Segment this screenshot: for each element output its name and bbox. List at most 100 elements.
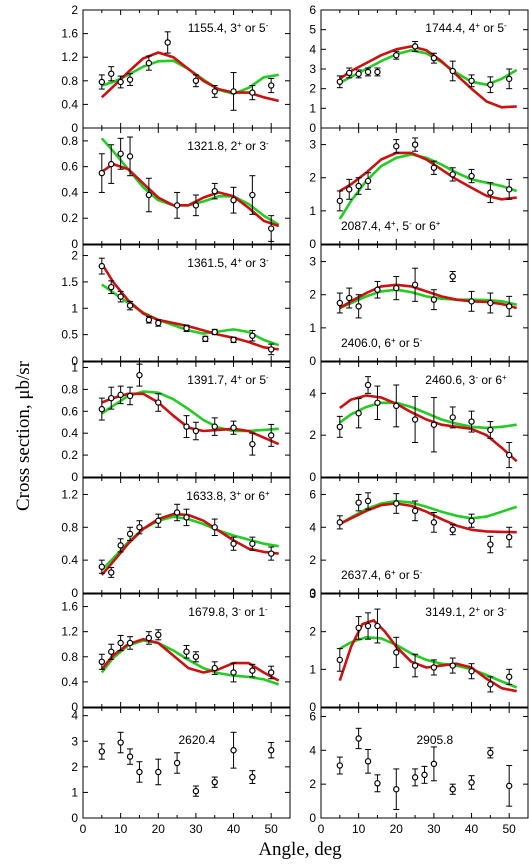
red-fit-curve	[101, 162, 280, 228]
y-tick-label: 0.8	[61, 520, 78, 534]
data-point	[230, 420, 237, 435]
data-point	[346, 287, 353, 309]
data-marker	[411, 43, 419, 50]
data-point	[336, 415, 344, 438]
y-tick-label: 1.2	[61, 625, 78, 639]
data-marker	[117, 739, 124, 746]
data-marker	[98, 748, 106, 755]
data-point	[505, 295, 513, 317]
data-point	[411, 40, 419, 52]
x-tick-label: 10	[114, 822, 128, 836]
panel-label: 2406.0, 6+ or 5-	[341, 336, 423, 351]
y-tick-label: 1	[71, 785, 78, 799]
data-marker	[126, 639, 134, 647]
panel-frame	[82, 593, 291, 708]
red-fit-curve	[339, 283, 518, 310]
panel-frame	[82, 244, 291, 362]
y-tick-label: 1.5	[61, 275, 78, 289]
x-tick-label: 0	[318, 822, 325, 836]
data-point	[155, 629, 162, 641]
y-tick-label: 0.2	[61, 448, 78, 462]
data-point	[192, 74, 200, 88]
y-tick-label: 0.4	[61, 185, 78, 199]
data-point	[145, 177, 153, 213]
data-point	[211, 182, 218, 200]
data-point	[346, 178, 353, 200]
panel-label: 1679.8, 3- or 1-	[188, 605, 268, 620]
y-tick-label: 0	[71, 700, 78, 714]
data-marker	[126, 392, 134, 400]
data-marker	[411, 416, 419, 423]
y-tick-label: 4	[309, 520, 316, 534]
y-tick-label: 1	[309, 662, 316, 676]
data-marker	[346, 186, 353, 193]
data-marker	[230, 424, 237, 431]
data-marker	[364, 622, 372, 630]
panel-frame	[82, 361, 291, 478]
data-point	[267, 742, 275, 759]
data-marker	[355, 303, 362, 310]
data-marker	[355, 499, 362, 506]
data-point	[355, 398, 362, 429]
data-marker	[192, 653, 200, 660]
data-point	[249, 329, 256, 342]
y-tick-label: 6	[309, 3, 316, 17]
data-point	[364, 748, 372, 774]
data-point	[249, 663, 256, 678]
data-point	[155, 513, 162, 528]
data-marker	[192, 427, 200, 435]
data-point	[98, 153, 106, 193]
data-marker	[267, 225, 275, 232]
data-marker	[355, 182, 362, 190]
data-point	[249, 536, 256, 551]
y-tick-label: 1	[309, 204, 316, 218]
data-point	[230, 186, 237, 214]
y-tick-label: 6	[309, 709, 316, 723]
data-marker	[505, 782, 513, 790]
data-marker	[430, 164, 438, 171]
y-tick-label: 4	[309, 386, 316, 400]
red-fit-curve	[338, 619, 517, 693]
data-marker	[108, 394, 115, 402]
data-marker	[126, 153, 134, 160]
data-marker	[211, 423, 218, 430]
data-marker	[468, 779, 475, 786]
data-point	[230, 536, 237, 551]
data-marker	[364, 381, 372, 389]
data-point	[98, 743, 106, 760]
data-point	[468, 513, 475, 528]
data-marker	[468, 298, 475, 305]
data-point	[355, 69, 362, 79]
data-point	[430, 289, 438, 311]
panel-label: 1391.7, 4+ or 5-	[187, 373, 269, 388]
data-point	[336, 292, 344, 314]
data-marker	[346, 294, 353, 302]
data-marker	[468, 517, 475, 524]
data-marker	[249, 540, 256, 547]
data-point	[505, 526, 513, 548]
red-fit-curve	[339, 45, 517, 109]
y-tick-label: 2	[309, 171, 316, 185]
data-point	[136, 363, 143, 387]
data-marker	[355, 624, 362, 632]
data-point	[267, 77, 275, 94]
y-tick-label: 2	[309, 288, 316, 302]
y-tick-label: 4	[71, 709, 78, 723]
data-point	[487, 676, 494, 693]
data-point	[117, 731, 124, 754]
data-marker	[468, 77, 475, 85]
data-marker	[393, 402, 400, 410]
data-point	[393, 50, 400, 60]
data-marker	[183, 648, 190, 655]
data-point	[487, 292, 494, 314]
data-marker	[108, 160, 115, 168]
panel-p2406: 0 1 2 3 2406.0, 6+ or 5-	[309, 244, 529, 368]
y-tick-label: 0.5	[61, 328, 78, 342]
data-marker	[249, 667, 256, 674]
data-marker	[211, 664, 218, 672]
data-marker	[336, 78, 344, 85]
y-tick-label: 0	[71, 811, 78, 825]
x-tick-label: 40	[465, 822, 479, 836]
green-fit-curve	[339, 288, 517, 310]
